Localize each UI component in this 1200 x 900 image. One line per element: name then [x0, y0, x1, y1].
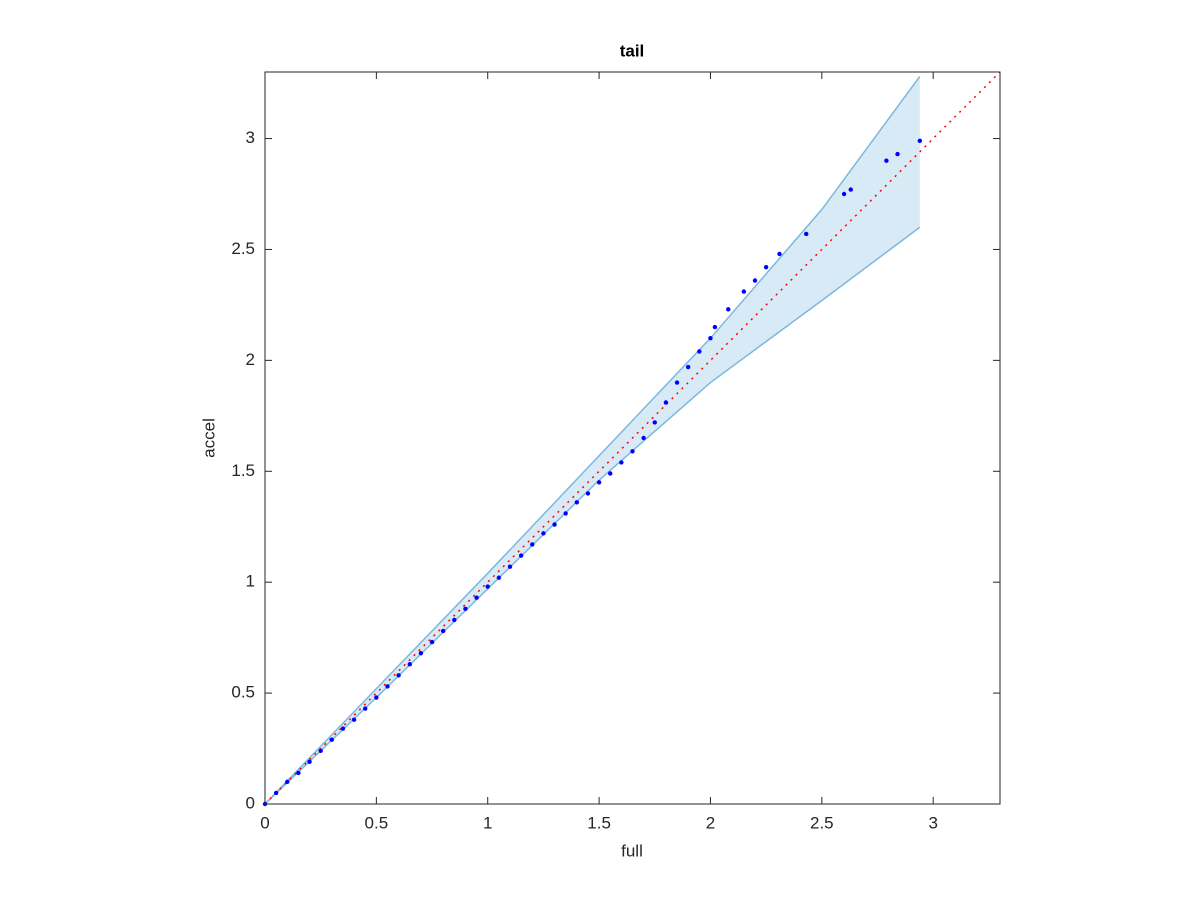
data-point	[474, 595, 479, 600]
data-point	[518, 553, 524, 558]
data-point	[619, 460, 624, 465]
data-point	[741, 289, 747, 294]
data-point	[596, 480, 602, 485]
y-tick-label: 0.5	[231, 683, 255, 702]
y-tick-label: 1	[246, 572, 255, 591]
confidence-band	[265, 76, 920, 805]
data-point	[318, 748, 323, 753]
data-point	[708, 335, 713, 341]
data-point	[685, 364, 691, 370]
data-point	[674, 380, 680, 385]
data-point	[574, 500, 580, 505]
axes-box	[264, 71, 1001, 805]
x-tick-label: 1	[483, 813, 492, 832]
data-point	[848, 187, 853, 192]
band-upper-edge	[264, 75, 921, 805]
y-axis-label: accel	[199, 418, 218, 458]
data-point	[697, 349, 702, 354]
data-point	[841, 191, 847, 197]
data-point	[307, 759, 312, 765]
data-point	[296, 770, 301, 776]
y-tick-label: 0	[246, 793, 255, 812]
data-point	[273, 790, 279, 796]
data-point	[285, 779, 290, 785]
data-point	[485, 584, 490, 589]
data-point	[804, 231, 809, 237]
data-point	[652, 420, 657, 425]
data-point	[374, 695, 379, 700]
data-point	[385, 684, 390, 689]
data-point	[585, 491, 591, 496]
data-point	[452, 617, 457, 623]
x-axis-label: full	[621, 841, 643, 860]
data-point	[541, 531, 546, 536]
data-point	[463, 606, 468, 611]
data-point	[917, 138, 923, 143]
data-point	[340, 726, 346, 731]
data-point	[407, 662, 412, 667]
data-point	[396, 673, 401, 678]
data-point	[726, 307, 731, 312]
x-tick-label: 0.5	[365, 813, 389, 832]
data-point	[895, 151, 900, 157]
data-point	[608, 471, 613, 476]
data-point	[351, 717, 357, 722]
data-point	[496, 575, 502, 580]
data-point	[329, 737, 335, 742]
data-point	[712, 324, 718, 330]
y-tick-label: 2.5	[231, 239, 255, 258]
data-point	[363, 706, 368, 711]
data-point	[418, 650, 424, 656]
data-point	[763, 265, 769, 270]
band-lower-edge	[264, 226, 921, 805]
x-tick-label: 2	[706, 813, 715, 832]
data-point	[563, 511, 568, 516]
data-point	[507, 564, 513, 569]
data-point	[884, 158, 889, 163]
data-point	[777, 251, 782, 257]
data-point	[641, 435, 646, 441]
x-tick-label: 2.5	[810, 813, 834, 832]
chart-title: tail	[620, 41, 645, 60]
data-point	[663, 400, 669, 405]
x-tick-label: 3	[928, 813, 937, 832]
x-tick-label: 0	[260, 813, 269, 832]
data-point	[429, 639, 435, 645]
data-point	[530, 542, 535, 547]
data-point	[440, 628, 446, 634]
y-tick-label: 1.5	[231, 461, 255, 480]
x-tick-label: 1.5	[587, 813, 611, 832]
data-point	[752, 278, 758, 283]
data-point	[552, 522, 557, 527]
data-point	[630, 449, 635, 454]
y-tick-label: 2	[246, 350, 255, 369]
reference-line	[264, 71, 1001, 805]
y-tick-label: 3	[246, 128, 255, 147]
